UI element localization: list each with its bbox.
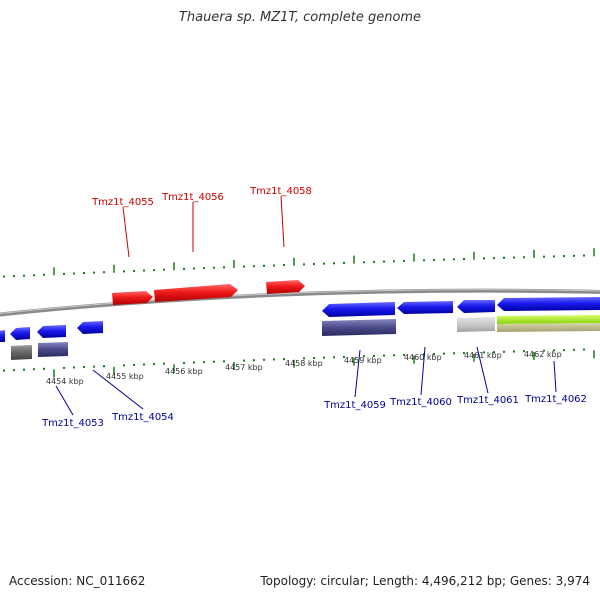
gene-label-tmz1t-4055[interactable]: Tmz1t_4055	[91, 197, 154, 208]
feature-box-track	[11, 315, 600, 360]
forward-tick-row	[3, 248, 595, 278]
tick-label: 4455 kbp	[106, 372, 144, 381]
leader-line	[122, 206, 130, 258]
reverse-gene-track	[0, 297, 600, 342]
gene-arrow-tmz1t-4059[interactable]	[322, 302, 395, 317]
topology-text: Topology: circular; Length: 4,496,212 bp…	[260, 574, 590, 588]
feature-box-light-gray[interactable]	[457, 317, 495, 332]
tick-label: 4454 kbp	[46, 377, 84, 386]
feature-box-navy-large[interactable]	[322, 319, 396, 336]
gene-arrow-tmz1t-4062[interactable]	[497, 297, 600, 311]
genome-backbone-highlight	[0, 289, 600, 314]
forward-gene-labels: Tmz1t_4055 Tmz1t_4056 Tmz1t_4058	[91, 186, 312, 258]
gene-label-tmz1t-4062[interactable]: Tmz1t_4062	[524, 394, 587, 405]
gene-arrow-left-edge[interactable]	[0, 330, 5, 342]
leader-line	[476, 346, 489, 394]
leader-line	[553, 360, 557, 393]
tick-label: 4462 kbp	[524, 350, 562, 359]
tick-label: 4457 kbp	[225, 363, 263, 372]
gene-arrow-tmz1t-4053-b[interactable]	[37, 325, 66, 338]
feature-box-lime[interactable]	[497, 315, 600, 324]
gene-arrow-tmz1t-4061[interactable]	[457, 300, 495, 313]
gene-arrow-tmz1t-4058[interactable]	[266, 280, 305, 294]
tick-label: 4460 kbp	[404, 353, 442, 362]
reverse-gene-labels: Tmz1t_4053 Tmz1t_4054 Tmz1t_4059 Tmz1t_4…	[41, 346, 587, 429]
leader-line	[92, 369, 144, 410]
gene-arrow-tmz1t-4060[interactable]	[397, 301, 453, 314]
genome-backbone	[0, 288, 600, 317]
gene-label-tmz1t-4059[interactable]: Tmz1t_4059	[323, 400, 386, 411]
tick-label: 4456 kbp	[165, 367, 203, 376]
coordinate-labels: 4454 kbp 4455 kbp 4456 kbp 4457 kbp 4458…	[46, 350, 562, 386]
gene-label-tmz1t-4060[interactable]: Tmz1t_4060	[389, 397, 452, 408]
gene-label-tmz1t-4061[interactable]: Tmz1t_4061	[456, 395, 519, 406]
accession-text: Accession: NC_011662	[9, 574, 146, 588]
gene-label-tmz1t-4058[interactable]: Tmz1t_4058	[249, 186, 312, 197]
tick-label: 4459 kbp	[344, 356, 382, 365]
leader-line	[280, 195, 285, 248]
gene-arrow-tmz1t-4055[interactable]	[112, 291, 153, 305]
leader-line	[55, 385, 74, 416]
feature-box-tan[interactable]	[497, 323, 600, 332]
tick-label: 4458 kbp	[285, 359, 323, 368]
gene-label-tmz1t-4056[interactable]: Tmz1t_4056	[161, 192, 224, 203]
gene-label-tmz1t-4053[interactable]: Tmz1t_4053	[41, 418, 104, 429]
gene-arrow-tmz1t-4054[interactable]	[77, 321, 103, 334]
gene-arrow-tmz1t-4056[interactable]	[154, 284, 238, 302]
feature-box-navy-small[interactable]	[38, 342, 68, 357]
gene-arrow-tmz1t-4053-a[interactable]	[10, 327, 30, 340]
leader-line	[354, 349, 361, 398]
gene-label-tmz1t-4054[interactable]: Tmz1t_4054	[111, 412, 174, 423]
map-title: Thauera sp. MZ1T, complete genome	[178, 10, 422, 25]
reverse-tick-row	[3, 348, 595, 378]
feature-box-gray[interactable]	[11, 345, 32, 360]
forward-gene-track	[112, 280, 305, 305]
leader-line	[420, 346, 426, 396]
tick-label: 4461 kbp	[464, 351, 502, 360]
